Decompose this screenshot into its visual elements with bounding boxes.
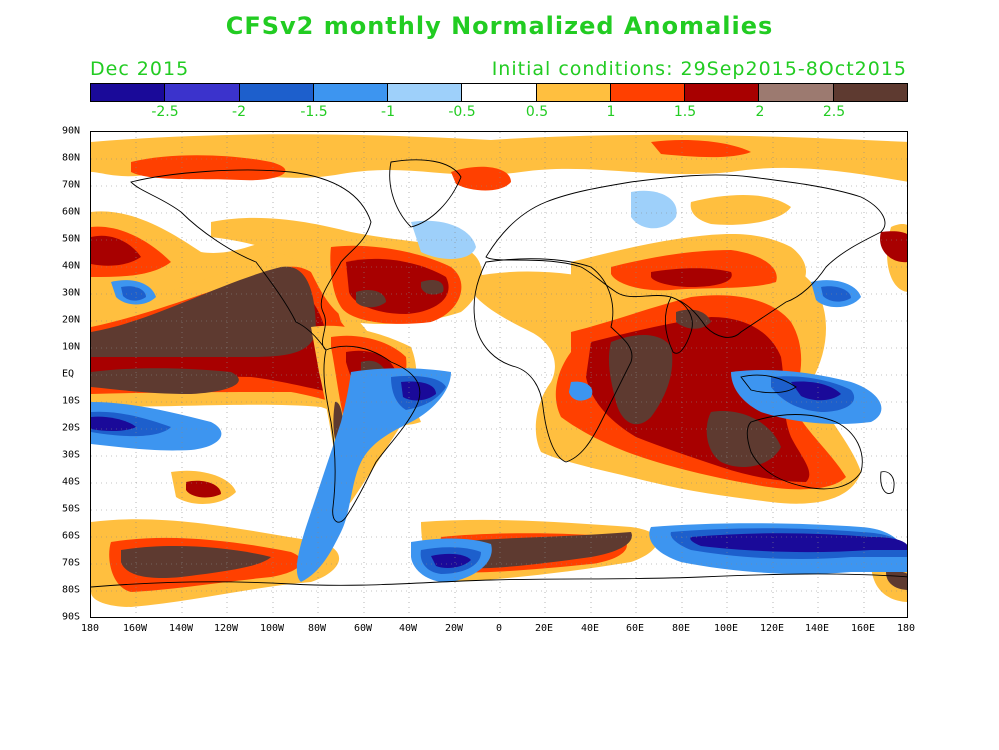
lat-label: 80S xyxy=(62,584,81,596)
lat-label: 40N xyxy=(62,260,81,272)
south-america-outline xyxy=(323,345,421,523)
lon-label: 160E xyxy=(850,623,876,634)
colorbar-segment xyxy=(239,84,314,101)
colorbar-label: -1 xyxy=(381,104,395,120)
north-america-outline xyxy=(130,169,372,351)
arctic-anomaly xyxy=(91,134,907,191)
lon-label: 80W xyxy=(307,623,327,634)
colorbar-segment xyxy=(536,84,611,101)
colorbar-label: -2.5 xyxy=(151,104,179,120)
lat-label: 20N xyxy=(62,314,81,326)
colorbar-segment xyxy=(91,84,166,101)
graticule xyxy=(91,132,907,617)
initial-conditions: Initial conditions: 29Sep2015-8Oct2015 xyxy=(491,58,907,80)
colorbar-segment xyxy=(313,84,389,101)
colorbar-label: -1.5 xyxy=(300,104,328,120)
lat-label: 90S xyxy=(62,611,81,623)
colorbar-segment xyxy=(685,84,760,101)
colorbar-segment xyxy=(165,84,240,101)
colorbar-segment xyxy=(462,84,537,101)
indonesia-outline xyxy=(740,374,797,394)
lat-label: 20S xyxy=(62,422,81,434)
coastlines xyxy=(91,159,907,588)
colorbar-label: 1.5 xyxy=(673,104,697,120)
colorbar-label: 1 xyxy=(606,104,616,120)
lat-label: EQ xyxy=(62,368,75,380)
lon-label: 120E xyxy=(759,623,785,634)
lon-label: 180 xyxy=(896,623,916,634)
lat-label: 70N xyxy=(62,179,81,191)
anomaly-map-svg xyxy=(91,132,907,617)
lat-label: 50S xyxy=(62,503,81,515)
lon-label: 20E xyxy=(534,623,554,634)
lat-label: 10S xyxy=(62,395,81,407)
colorbar-segment xyxy=(833,84,907,101)
lon-label: 60W xyxy=(353,623,373,634)
forecast-month: Dec 2015 xyxy=(90,58,190,80)
lat-label: 80N xyxy=(62,152,81,164)
lon-label: 180 xyxy=(80,623,100,634)
colorbar-label: 2.5 xyxy=(822,104,846,120)
india-outline xyxy=(664,296,693,354)
colorbar-label: -0.5 xyxy=(448,104,476,120)
lat-label: 30S xyxy=(62,449,81,461)
lon-label: 80E xyxy=(671,623,691,634)
lat-label: 60N xyxy=(62,206,81,218)
colorbar-segment xyxy=(610,84,686,101)
lat-label: 70S xyxy=(62,557,81,569)
colorbar-label: -2 xyxy=(232,104,246,120)
lon-label: 140E xyxy=(804,623,830,634)
greenland-outline xyxy=(389,159,462,228)
colorbar-segment xyxy=(388,84,463,101)
lon-label: 120W xyxy=(213,623,239,634)
colorbar-label: 0.5 xyxy=(525,104,549,120)
colorbar-segment xyxy=(759,84,834,101)
lat-label: 30N xyxy=(62,287,81,299)
lon-label: 20W xyxy=(444,623,464,634)
antarctica-outline xyxy=(91,573,907,588)
asia-anomaly xyxy=(571,195,806,299)
colorbar-label: 2 xyxy=(755,104,765,120)
new-zealand-outline xyxy=(880,471,895,494)
lat-label: 50N xyxy=(62,233,81,245)
anomaly-map xyxy=(90,131,908,618)
lon-label: 60E xyxy=(625,623,645,634)
lon-label: 0 xyxy=(495,623,503,634)
lon-label: 140W xyxy=(168,623,194,634)
lon-label: 160W xyxy=(122,623,148,634)
lon-label: 40E xyxy=(580,623,600,634)
lat-label: 10N xyxy=(62,341,81,353)
southern-ocean-anomaly xyxy=(91,470,907,607)
lat-label: 90N xyxy=(62,125,81,137)
lon-label: 40W xyxy=(398,623,418,634)
lon-label: 100E xyxy=(713,623,739,634)
lat-label: 60S xyxy=(62,530,81,542)
australia-outline xyxy=(746,414,863,490)
lon-label: 100W xyxy=(259,623,285,634)
chart-title: CFSv2 monthly Normalized Anomalies xyxy=(225,12,774,40)
africa-outline xyxy=(473,258,633,463)
europe-asia-outline xyxy=(485,174,886,338)
cold-anomalies xyxy=(91,190,907,583)
indian-ocean-anomaly xyxy=(471,246,861,504)
lat-label: 40S xyxy=(62,476,81,488)
north-atlantic-anomaly xyxy=(211,217,482,324)
colorbar xyxy=(90,83,908,102)
